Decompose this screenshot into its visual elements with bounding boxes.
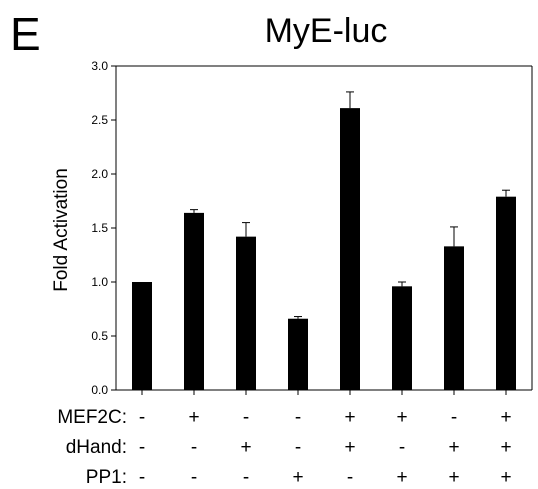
condition-mark: - xyxy=(139,437,145,458)
y-axis-label: Fold Activation xyxy=(51,168,72,292)
condition-mark: - xyxy=(295,437,301,458)
condition-mark: - xyxy=(139,467,145,488)
condition-mark: + xyxy=(344,437,355,458)
y-tick-label: 1.5 xyxy=(91,221,108,235)
bar xyxy=(392,286,412,390)
condition-mark: + xyxy=(396,407,407,428)
bar xyxy=(132,282,152,390)
bar xyxy=(496,196,516,390)
condition-mark: - xyxy=(399,437,405,458)
condition-mark: - xyxy=(347,467,353,488)
bar xyxy=(184,212,204,390)
y-tick-label: 2.5 xyxy=(91,113,108,127)
condition-mark: - xyxy=(243,407,249,428)
y-tick-label: 3.0 xyxy=(91,59,108,73)
bar xyxy=(236,236,256,390)
condition-mark: + xyxy=(448,437,459,458)
condition-mark: - xyxy=(451,407,457,428)
condition-mark: + xyxy=(448,467,459,488)
condition-mark: - xyxy=(191,437,197,458)
y-tick-label: 2.0 xyxy=(91,167,108,181)
condition-mark: + xyxy=(500,437,511,458)
condition-mark: - xyxy=(295,407,301,428)
bar xyxy=(444,246,464,390)
condition-table: MEF2C: - + - - + + - +dHand: - - + - + - + +PP1: - - - + - + + + xyxy=(57,407,511,488)
chart-title: MyE-luc xyxy=(265,12,388,50)
condition-mark: + xyxy=(188,407,199,428)
bar xyxy=(340,108,360,391)
y-tick-label: 1.0 xyxy=(91,275,108,289)
plot-area: 0.0 0.5 1.0 1.5 2.0 2.5 3.0 xyxy=(91,59,533,397)
bar xyxy=(288,318,308,390)
panel-label: E xyxy=(10,8,41,60)
condition-mark: - xyxy=(139,407,145,428)
y-tick-label: 0.0 xyxy=(91,383,108,397)
condition-mark: + xyxy=(500,467,511,488)
condition-mark: + xyxy=(500,407,511,428)
condition-mark: + xyxy=(292,467,303,488)
condition-mark: - xyxy=(191,467,197,488)
condition-mark: - xyxy=(243,467,249,488)
condition-mark: + xyxy=(240,437,251,458)
condition-mark: + xyxy=(396,467,407,488)
y-tick-label: 0.5 xyxy=(91,329,108,343)
condition-mark: + xyxy=(344,407,355,428)
condition-row-label: dHand: xyxy=(66,437,127,458)
condition-row-label: PP1: xyxy=(86,467,127,488)
condition-row-label: MEF2C: xyxy=(57,407,127,428)
